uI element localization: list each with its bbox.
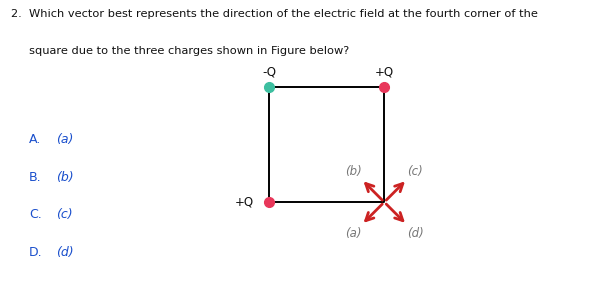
Text: (a): (a): [56, 133, 74, 146]
Text: B.: B.: [29, 171, 42, 184]
Text: (b): (b): [56, 171, 74, 184]
Text: 2.  Which vector best represents the direction of the electric field at the four: 2. Which vector best represents the dire…: [11, 9, 538, 19]
Text: square due to the three charges shown in Figure below?: square due to the three charges shown in…: [11, 46, 349, 56]
Text: +Q: +Q: [374, 66, 394, 79]
Text: D.: D.: [29, 246, 43, 259]
Text: -Q: -Q: [262, 66, 276, 79]
Text: (d): (d): [407, 227, 423, 240]
Text: C.: C.: [29, 208, 42, 221]
Text: (d): (d): [56, 246, 74, 259]
Text: (c): (c): [407, 165, 423, 178]
Text: +Q: +Q: [234, 196, 254, 209]
Text: (c): (c): [56, 208, 73, 221]
Text: (a): (a): [345, 227, 362, 240]
Text: A.: A.: [29, 133, 41, 146]
Text: (b): (b): [345, 165, 362, 178]
